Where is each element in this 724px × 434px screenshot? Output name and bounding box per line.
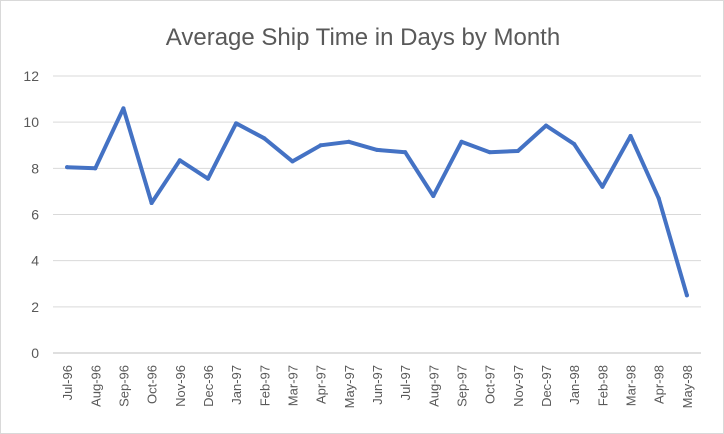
x-tick-label: Jan-98 xyxy=(567,365,582,405)
x-tick-label: Feb-97 xyxy=(257,365,272,406)
data-point xyxy=(628,134,633,139)
x-tick-label: May-97 xyxy=(342,365,357,408)
series-layer xyxy=(65,106,689,298)
x-tick-label: Oct-96 xyxy=(145,365,160,404)
x-tick-label: May-98 xyxy=(680,365,695,408)
x-tick-label: Nov-97 xyxy=(511,365,526,407)
data-point xyxy=(515,149,520,154)
x-tick-label: Aug-97 xyxy=(426,365,441,407)
x-tick-label: Apr-98 xyxy=(652,365,667,404)
data-point xyxy=(205,176,210,181)
x-tick-label: Sep-96 xyxy=(116,365,131,407)
y-tick-label: 0 xyxy=(31,345,39,361)
data-point xyxy=(459,139,464,144)
x-tick-label: Oct-97 xyxy=(483,365,498,404)
x-tick-label: Feb-98 xyxy=(595,365,610,406)
data-point xyxy=(544,123,549,128)
y-tick-label: 2 xyxy=(31,299,39,315)
data-point xyxy=(262,136,267,141)
data-point xyxy=(121,106,126,111)
y-tick-label: 8 xyxy=(31,160,39,176)
x-tick-label: Mar-97 xyxy=(285,365,300,406)
data-point xyxy=(403,150,408,155)
data-point xyxy=(93,166,98,171)
data-point xyxy=(487,150,492,155)
x-tick-label: Dec-97 xyxy=(539,365,554,407)
x-tick-label: Apr-97 xyxy=(314,365,329,404)
y-tick-label: 12 xyxy=(23,68,39,84)
data-point xyxy=(318,143,323,148)
y-tick-label: 6 xyxy=(31,207,39,223)
data-point xyxy=(600,184,605,189)
x-tick-label: Dec-96 xyxy=(201,365,216,407)
data-point xyxy=(149,200,154,205)
data-point xyxy=(431,194,436,199)
y-tick-label: 4 xyxy=(31,253,39,269)
data-point xyxy=(684,293,689,298)
gridlines xyxy=(53,75,701,308)
y-tick-label: 10 xyxy=(23,114,39,130)
data-point xyxy=(177,158,182,163)
x-tick-label: Jan-97 xyxy=(229,365,244,405)
data-point xyxy=(572,142,577,147)
data-point xyxy=(375,147,379,152)
data-point xyxy=(656,196,661,201)
data-point xyxy=(234,121,239,126)
data-point xyxy=(346,139,351,144)
x-tick-label: Jul-96 xyxy=(60,365,75,400)
x-axis-ticks: Jul-96 Aug-96 Sep-96 Oct-96 Nov-96 Dec-96 Jan-… xyxy=(60,365,695,408)
x-tick-label: Mar-98 xyxy=(624,365,639,406)
x-tick-label: Jun-97 xyxy=(370,365,385,405)
data-point xyxy=(290,159,295,164)
x-tick-label: Aug-96 xyxy=(88,365,103,407)
x-tick-label: Jul-97 xyxy=(398,365,413,400)
y-axis-ticks: 0 2 4 6 8 10 12 xyxy=(23,68,39,361)
x-tick-label: Nov-96 xyxy=(173,365,188,407)
series-line xyxy=(65,106,689,298)
x-tick-label: Sep-97 xyxy=(455,365,470,407)
chart-title: Average Ship Time in Days by Month xyxy=(166,24,560,51)
data-point xyxy=(65,165,70,170)
